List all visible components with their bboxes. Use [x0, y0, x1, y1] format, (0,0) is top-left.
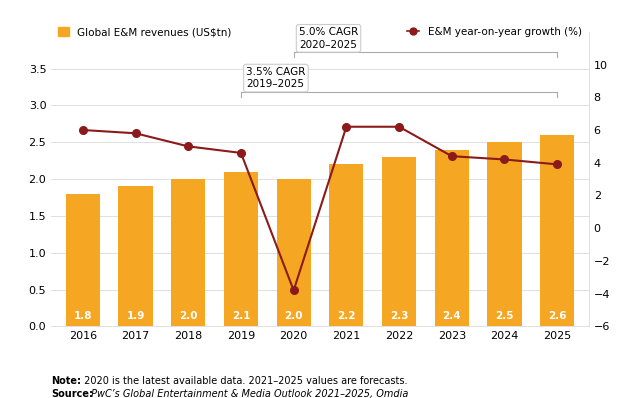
Bar [118, 186, 153, 326]
Text: 2020 is the latest available data. 2021–2025 values are forecasts.: 2020 is the latest available data. 2021–… [81, 376, 407, 386]
Text: 2.0: 2.0 [179, 311, 198, 321]
Text: 1.8: 1.8 [74, 311, 92, 321]
Text: 3.5% CAGR
2019–2025: 3.5% CAGR 2019–2025 [246, 67, 305, 89]
Text: 2.5: 2.5 [495, 311, 514, 321]
Text: 2.6: 2.6 [548, 311, 566, 321]
Bar [487, 142, 522, 326]
Bar [540, 135, 574, 326]
Bar [224, 172, 258, 326]
Text: Note:: Note: [51, 376, 81, 386]
Text: 2.0: 2.0 [284, 311, 303, 321]
Bar [171, 179, 205, 326]
Text: 2.1: 2.1 [232, 311, 250, 321]
Bar [435, 150, 469, 326]
Text: 2.3: 2.3 [390, 311, 408, 321]
Legend: E&M year-on-year growth (%): E&M year-on-year growth (%) [404, 25, 584, 39]
Bar [382, 157, 416, 326]
Bar [66, 194, 100, 326]
Legend: Global E&M revenues (US$tn): Global E&M revenues (US$tn) [56, 25, 234, 39]
Bar [276, 179, 311, 326]
Text: 5.0% CAGR
2020–2025: 5.0% CAGR 2020–2025 [299, 27, 358, 49]
Text: Source:: Source: [51, 389, 93, 398]
Bar [329, 164, 364, 326]
Text: PwC’s Global Entertainment & Media Outlook 2021–2025, Omdia: PwC’s Global Entertainment & Media Outlo… [88, 389, 409, 398]
Text: 2.2: 2.2 [337, 311, 356, 321]
Text: 2.4: 2.4 [442, 311, 461, 321]
Text: 1.9: 1.9 [126, 311, 145, 321]
